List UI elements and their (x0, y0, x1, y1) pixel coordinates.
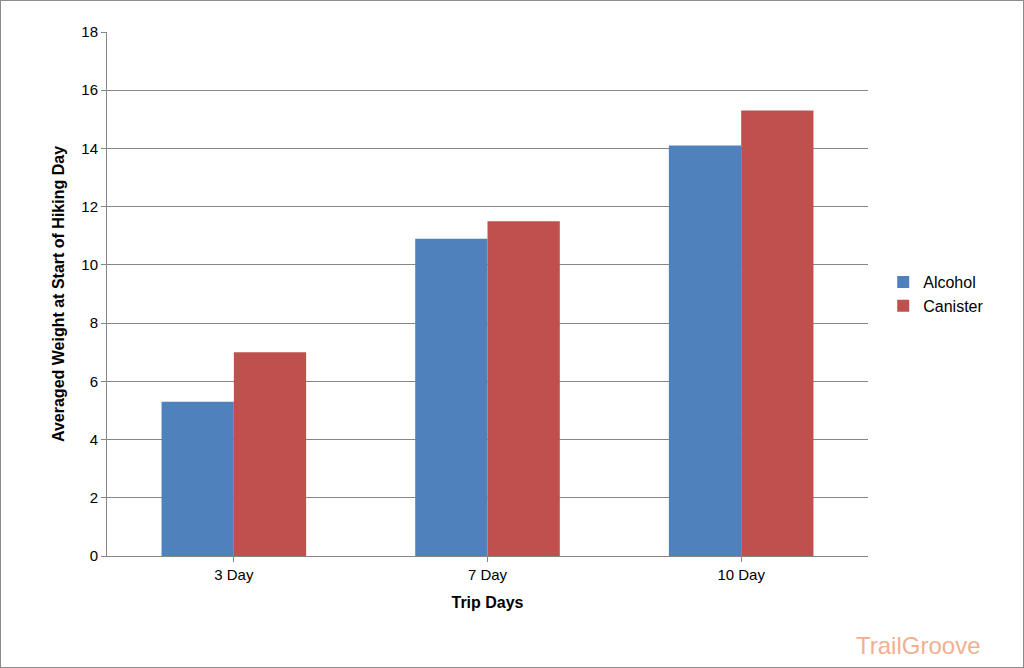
svg-text:Trip Days: Trip Days (451, 594, 523, 611)
svg-text:Averaged Weight at Start of Hi: Averaged Weight at Start of Hiking Day (50, 146, 67, 442)
svg-text:3 Day: 3 Day (214, 566, 254, 583)
svg-text:2: 2 (90, 489, 98, 506)
svg-text:4: 4 (90, 431, 98, 448)
svg-text:8: 8 (90, 314, 98, 331)
svg-text:14: 14 (81, 140, 98, 157)
svg-text:12: 12 (81, 198, 98, 215)
svg-text:10 Day: 10 Day (717, 566, 765, 583)
svg-text:16: 16 (81, 81, 98, 98)
svg-text:18: 18 (81, 23, 98, 40)
svg-text:10: 10 (81, 256, 98, 273)
svg-text:TrailGroove: TrailGroove (856, 632, 980, 659)
svg-text:6: 6 (90, 373, 98, 390)
svg-text:7 Day: 7 Day (468, 566, 508, 583)
svg-text:Alcohol: Alcohol (923, 274, 975, 291)
svg-text:0: 0 (90, 547, 98, 564)
svg-text:Canister: Canister (923, 298, 983, 315)
